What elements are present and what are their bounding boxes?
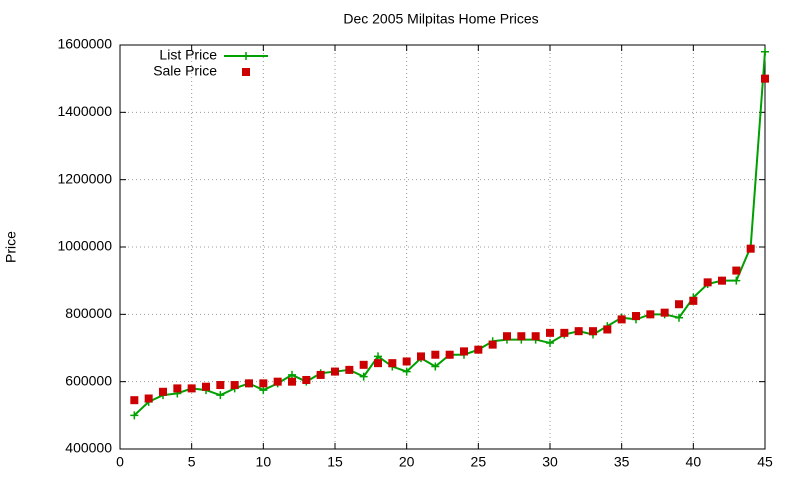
data-point (273, 377, 282, 386)
x-tick-label: 15 (327, 454, 343, 470)
y-tick-label: 1400000 (57, 103, 112, 119)
data-point (159, 387, 167, 396)
data-point (517, 332, 526, 341)
data-point (675, 300, 683, 309)
data-point (374, 359, 382, 368)
data-point (216, 381, 225, 390)
data-point (288, 370, 296, 379)
x-tick-label: 25 (471, 454, 487, 470)
data-point (546, 328, 554, 337)
data-point (216, 391, 225, 400)
data-point (388, 359, 397, 368)
data-point (173, 384, 182, 393)
data-point (230, 381, 239, 390)
data-point (130, 411, 139, 420)
data-point (503, 332, 511, 341)
y-tick-label: 1000000 (57, 238, 112, 254)
legend-label: List Price (159, 47, 217, 63)
data-point (675, 313, 683, 322)
chart-title: Dec 2005 Milpitas Home Prices (343, 11, 538, 27)
legend-label: Sale Price (153, 63, 217, 79)
x-tick-label: 35 (614, 454, 630, 470)
data-point (359, 372, 368, 381)
data-point (417, 352, 425, 361)
x-tick-label: 30 (542, 454, 558, 470)
data-point (574, 327, 583, 336)
data-point (488, 340, 497, 349)
data-point (603, 325, 612, 334)
data-point (474, 345, 483, 354)
data-point (646, 310, 655, 319)
data-point (746, 244, 755, 253)
data-point (589, 327, 597, 336)
data-point (431, 350, 440, 359)
data-point (761, 47, 769, 56)
data-point (144, 394, 153, 403)
data-point (460, 347, 468, 356)
data-point (718, 276, 726, 285)
plot-frame (119, 44, 766, 450)
data-point (689, 296, 698, 305)
data-point (617, 315, 626, 324)
data-point (302, 375, 311, 384)
x-tick-label: 45 (757, 454, 773, 470)
data-point (732, 276, 741, 285)
y-tick-label: 800000 (65, 305, 112, 321)
data-point (402, 357, 411, 366)
data-point (445, 350, 454, 359)
x-tick-label: 40 (686, 454, 702, 470)
data-point (703, 278, 712, 287)
y-axis-label: Price (3, 231, 19, 263)
data-point (359, 360, 368, 369)
data-point (732, 266, 741, 275)
data-point (259, 379, 268, 388)
data-point (202, 382, 210, 391)
data-point (187, 384, 196, 393)
data-point (316, 370, 325, 379)
data-point (560, 328, 569, 337)
data-point (546, 338, 554, 347)
data-point (374, 352, 382, 361)
x-tick-label: 0 (116, 454, 124, 470)
data-point (245, 379, 253, 388)
y-tick-label: 1600000 (57, 36, 112, 52)
data-point (660, 308, 669, 317)
x-tick-label: 20 (399, 454, 415, 470)
legend-marker (242, 52, 250, 60)
data-point (402, 367, 411, 376)
data-point (531, 332, 540, 341)
x-tick-label: 5 (188, 454, 196, 470)
data-point (345, 365, 354, 374)
data-point (632, 312, 640, 321)
data-point (259, 386, 268, 395)
data-point (130, 396, 139, 405)
data-point (761, 74, 769, 83)
y-tick-label: 600000 (65, 372, 112, 388)
legend-marker (242, 68, 250, 76)
data-point (431, 362, 440, 371)
series-line (133, 51, 766, 417)
x-tick-label: 10 (256, 454, 272, 470)
data-point (331, 367, 339, 376)
y-tick-label: 400000 (65, 440, 112, 456)
y-tick-label: 1200000 (57, 170, 112, 186)
data-point (288, 377, 296, 386)
